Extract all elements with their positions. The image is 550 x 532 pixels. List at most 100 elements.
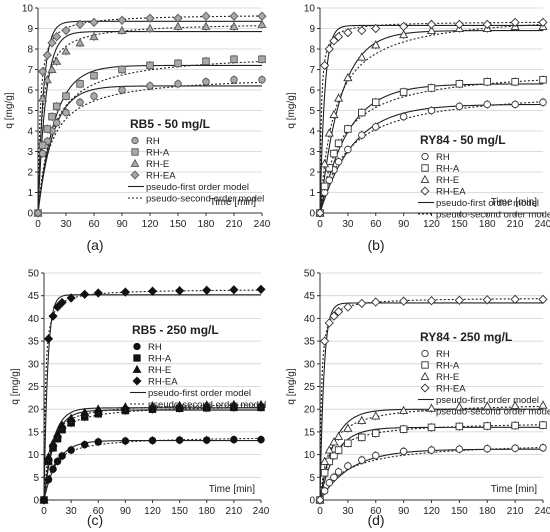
y-tick-label: 10 (22, 4, 34, 15)
x-tick-label: 180 (198, 219, 215, 230)
data-point-RH-A (427, 84, 436, 92)
data-point-RH (344, 462, 352, 470)
y-tick-label: 8 (309, 45, 315, 56)
data-point-RH (399, 447, 408, 456)
data-point-RH (344, 145, 352, 154)
chart-panel-2: 0 1 2 3 4 5 6 7 8 9 10 0 30 60 90 120 150 180 210 240 q [mg/… (286, 4, 550, 254)
y-tick-label: 50 (28, 269, 40, 280)
legend-label: RH-E (436, 175, 459, 186)
x-tick-label: 30 (342, 219, 354, 230)
data-point-RH-A (43, 125, 52, 133)
data-point-RH-A (483, 422, 492, 430)
x-tick-label: 150 (451, 506, 468, 517)
data-point-RH-A (399, 425, 408, 433)
data-point-RH (257, 435, 265, 444)
data-point-RH-EA (510, 294, 520, 304)
data-point-RH (118, 86, 126, 94)
x-tick-label: 60 (370, 506, 382, 517)
data-point-RH (58, 452, 66, 460)
data-point-RH-EA (52, 302, 63, 312)
data-point-RH-EA (538, 294, 548, 304)
legend-marker-RH (421, 152, 429, 161)
x-tick-label: 0 (317, 506, 323, 517)
data-point-RH-E (324, 445, 334, 454)
data-point-RH-EA (57, 297, 67, 308)
data-point-RH-A (358, 433, 366, 442)
data-point-RH-E (47, 64, 57, 73)
y-tick-label: 0 (27, 209, 33, 220)
data-point-RH (90, 92, 98, 100)
data-point-RH-EA (399, 296, 409, 306)
x-tick-label: 210 (226, 506, 243, 517)
legend-marker-RH-EA (420, 186, 430, 196)
legend-label: RH-E (436, 372, 459, 383)
data-point-RH-E (343, 72, 353, 82)
data-point-RH (121, 437, 130, 445)
data-point-RH-E (357, 52, 367, 61)
legend-label: RH-EA (436, 384, 466, 395)
pso-curve-RH-EA (37, 15, 263, 214)
data-point-RH-EA (371, 23, 381, 34)
data-point-RH-E (147, 401, 158, 410)
panel-label: (a) (86, 237, 103, 253)
data-point-RH (38, 149, 47, 158)
data-point-RH (372, 451, 380, 460)
data-point-RH-E (371, 411, 381, 420)
y-tick-label: 30 (304, 359, 316, 370)
data-point-RH (455, 102, 464, 111)
data-point-RH-EA (117, 15, 127, 25)
legend-label: pseudo-first order model (436, 198, 539, 209)
data-point-RH-E (482, 401, 492, 410)
x-axis-label: Time [min] (210, 197, 257, 208)
panel-title: RB5 - 250 mg/L (132, 323, 219, 337)
y-tick-label: 15 (28, 427, 40, 438)
data-point-RH-A (330, 451, 338, 460)
data-point-RH-E (538, 400, 548, 409)
legend-label: RH-EA (146, 171, 176, 182)
data-point-RH-E (117, 25, 127, 35)
y-tick-label: 40 (304, 314, 316, 325)
x-tick-label: 0 (35, 219, 41, 230)
data-point-RH-E (371, 40, 381, 49)
data-point-RH-E (426, 25, 437, 35)
data-point-RH-E (42, 75, 52, 84)
legend-marker-RH (133, 342, 141, 351)
data-point-RH-E (89, 31, 99, 41)
data-point-RH-A (258, 55, 266, 64)
pso-curve-RH-A (37, 60, 263, 214)
y-tick-label: 35 (304, 337, 316, 348)
data-point-RH-EA (145, 13, 155, 23)
x-tick-label: 60 (93, 506, 105, 517)
data-point-RH-E (145, 23, 155, 32)
pso-curve-RH-E (319, 405, 544, 501)
data-point-RH-EA (426, 19, 437, 29)
data-point-RH-A (325, 164, 334, 172)
data-point-RH (358, 131, 366, 139)
data-point-RH-E (93, 404, 103, 413)
data-point-RH-EA (48, 311, 58, 321)
x-tick-label: 210 (226, 219, 243, 230)
data-point-RH-A (511, 421, 519, 430)
data-point-RH-E (173, 21, 183, 30)
legend-label: RH (146, 136, 160, 147)
legend-label: RH-E (148, 365, 171, 376)
panel-label: (b) (367, 237, 384, 253)
y-tick-label: 4 (27, 127, 33, 138)
data-point-RH-EA (454, 295, 464, 305)
data-point-RH-EA (257, 11, 267, 21)
y-tick-label: 10 (304, 450, 316, 461)
data-point-RH (76, 98, 84, 107)
data-point-RH (52, 119, 61, 127)
legend-label: RH-A (148, 354, 172, 365)
data-point-RH-E (324, 128, 334, 137)
data-point-RH-E (510, 400, 520, 410)
y-tick-label: 0 (309, 209, 315, 220)
data-point-RH (334, 157, 343, 166)
data-point-RH-E (229, 21, 239, 30)
y-tick-label: 1 (27, 188, 33, 199)
data-point-RH-EA (201, 11, 211, 21)
data-point-RH-EA (93, 288, 103, 298)
data-point-RH-EA (315, 495, 325, 505)
data-point-RH-A (334, 446, 343, 454)
legend-label: RH (436, 152, 450, 163)
